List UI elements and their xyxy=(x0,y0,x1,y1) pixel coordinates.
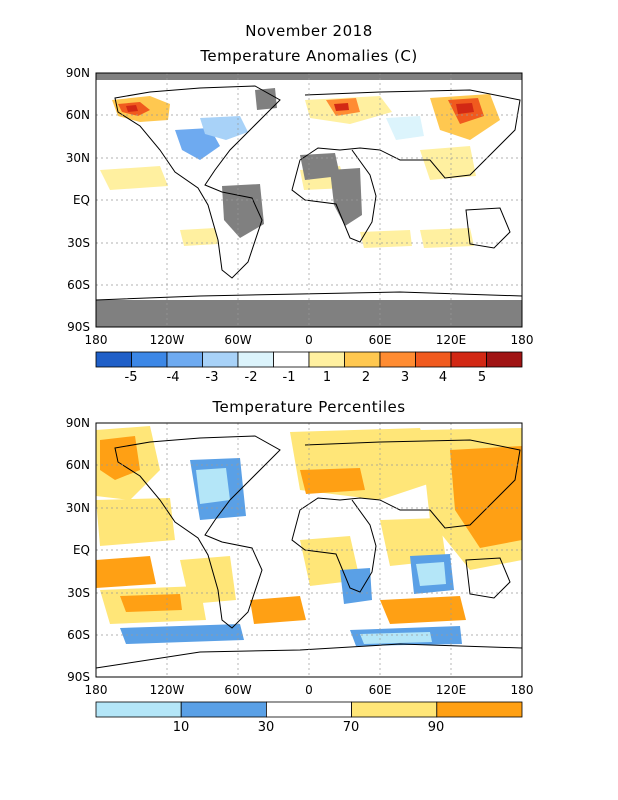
lat-label-30s: 30S xyxy=(67,236,90,250)
p-lon-label-0: 0 xyxy=(305,683,313,697)
lon-label-0: 0 xyxy=(305,333,313,347)
lat-label-30n: 30N xyxy=(65,151,90,165)
anomaly-tick-minus3: -3 xyxy=(205,370,219,385)
lat-label-eq: EQ xyxy=(72,193,90,207)
p-lon-label-180w: 180 xyxy=(84,683,108,697)
percentile-map-title: Temperature Percentiles xyxy=(212,398,406,416)
percentile-swatch-2 xyxy=(265,701,352,718)
p-lat-label-30n: 30N xyxy=(65,501,90,515)
anomaly-tick-5: 5 xyxy=(477,370,487,385)
no-data-land xyxy=(222,88,362,238)
page-title-date: November 2018 xyxy=(245,22,373,40)
p-lon-label-60w: 60W xyxy=(224,683,252,697)
p-lat-label-60s: 60S xyxy=(67,628,90,642)
lon-label-120e: 120E xyxy=(435,333,467,347)
anomaly-tick-2: 2 xyxy=(361,370,371,385)
anomaly-tick-minus1: -1 xyxy=(282,370,296,385)
percentile-shading xyxy=(96,426,522,646)
p-lon-label-120e: 120E xyxy=(435,683,467,697)
lat-label-60s: 60S xyxy=(67,278,90,292)
percentile-map-frame xyxy=(95,422,523,678)
lon-label-60e: 60E xyxy=(368,333,392,347)
p-lat-label-eq: EQ xyxy=(72,543,90,557)
anomaly-tick-minus4: -4 xyxy=(166,370,180,385)
anomaly-colorbar-swatches xyxy=(95,351,523,368)
anomaly-tick-3: 3 xyxy=(400,370,410,385)
grid-lines xyxy=(96,73,522,327)
anomaly-map-frame xyxy=(95,72,523,328)
grid-lines xyxy=(96,423,522,677)
lon-label-180w: 180 xyxy=(84,333,108,347)
lat-label-90s: 90S xyxy=(67,320,90,334)
percentile-tick-90: 90 xyxy=(427,720,445,735)
anomaly-swatch-11 xyxy=(486,351,523,368)
anomaly-tick-1: 1 xyxy=(322,370,332,385)
anomaly-tick-minus5: -5 xyxy=(124,370,138,385)
percentile-tick-10: 10 xyxy=(172,720,190,735)
percentile-swatch-4 xyxy=(436,701,523,718)
percentile-swatch-0 xyxy=(95,701,182,718)
coastline-outline xyxy=(95,85,523,301)
percentile-swatch-3 xyxy=(351,701,438,718)
lat-label-90n: 90N xyxy=(65,66,90,80)
anomaly-map-title: Temperature Anomalies (C) xyxy=(200,47,418,65)
p-lat-label-90s: 90S xyxy=(67,670,90,684)
p-lon-label-120w: 120W xyxy=(149,683,185,697)
p-lon-label-180e: 180 xyxy=(510,683,534,697)
anomaly-tick-minus2: -2 xyxy=(244,370,258,385)
percentile-colorbar-swatches xyxy=(95,701,523,718)
p-lat-label-60n: 60N xyxy=(65,458,90,472)
lon-label-120w: 120W xyxy=(149,333,185,347)
lon-label-180e: 180 xyxy=(510,333,534,347)
lat-label-60n: 60N xyxy=(65,108,90,122)
p-lat-label-90n: 90N xyxy=(65,416,90,430)
anomaly-shading xyxy=(100,94,500,248)
p-lon-label-60e: 60E xyxy=(368,683,392,697)
percentile-tick-70: 70 xyxy=(342,720,360,735)
coastline-outline xyxy=(95,435,523,669)
percentile-tick-30: 30 xyxy=(257,720,275,735)
lon-label-60w: 60W xyxy=(224,333,252,347)
no-data-band-north xyxy=(96,73,522,80)
anomaly-tick-4: 4 xyxy=(438,370,448,385)
percentile-swatch-1 xyxy=(180,701,267,718)
p-lat-label-30s: 30S xyxy=(67,586,90,600)
